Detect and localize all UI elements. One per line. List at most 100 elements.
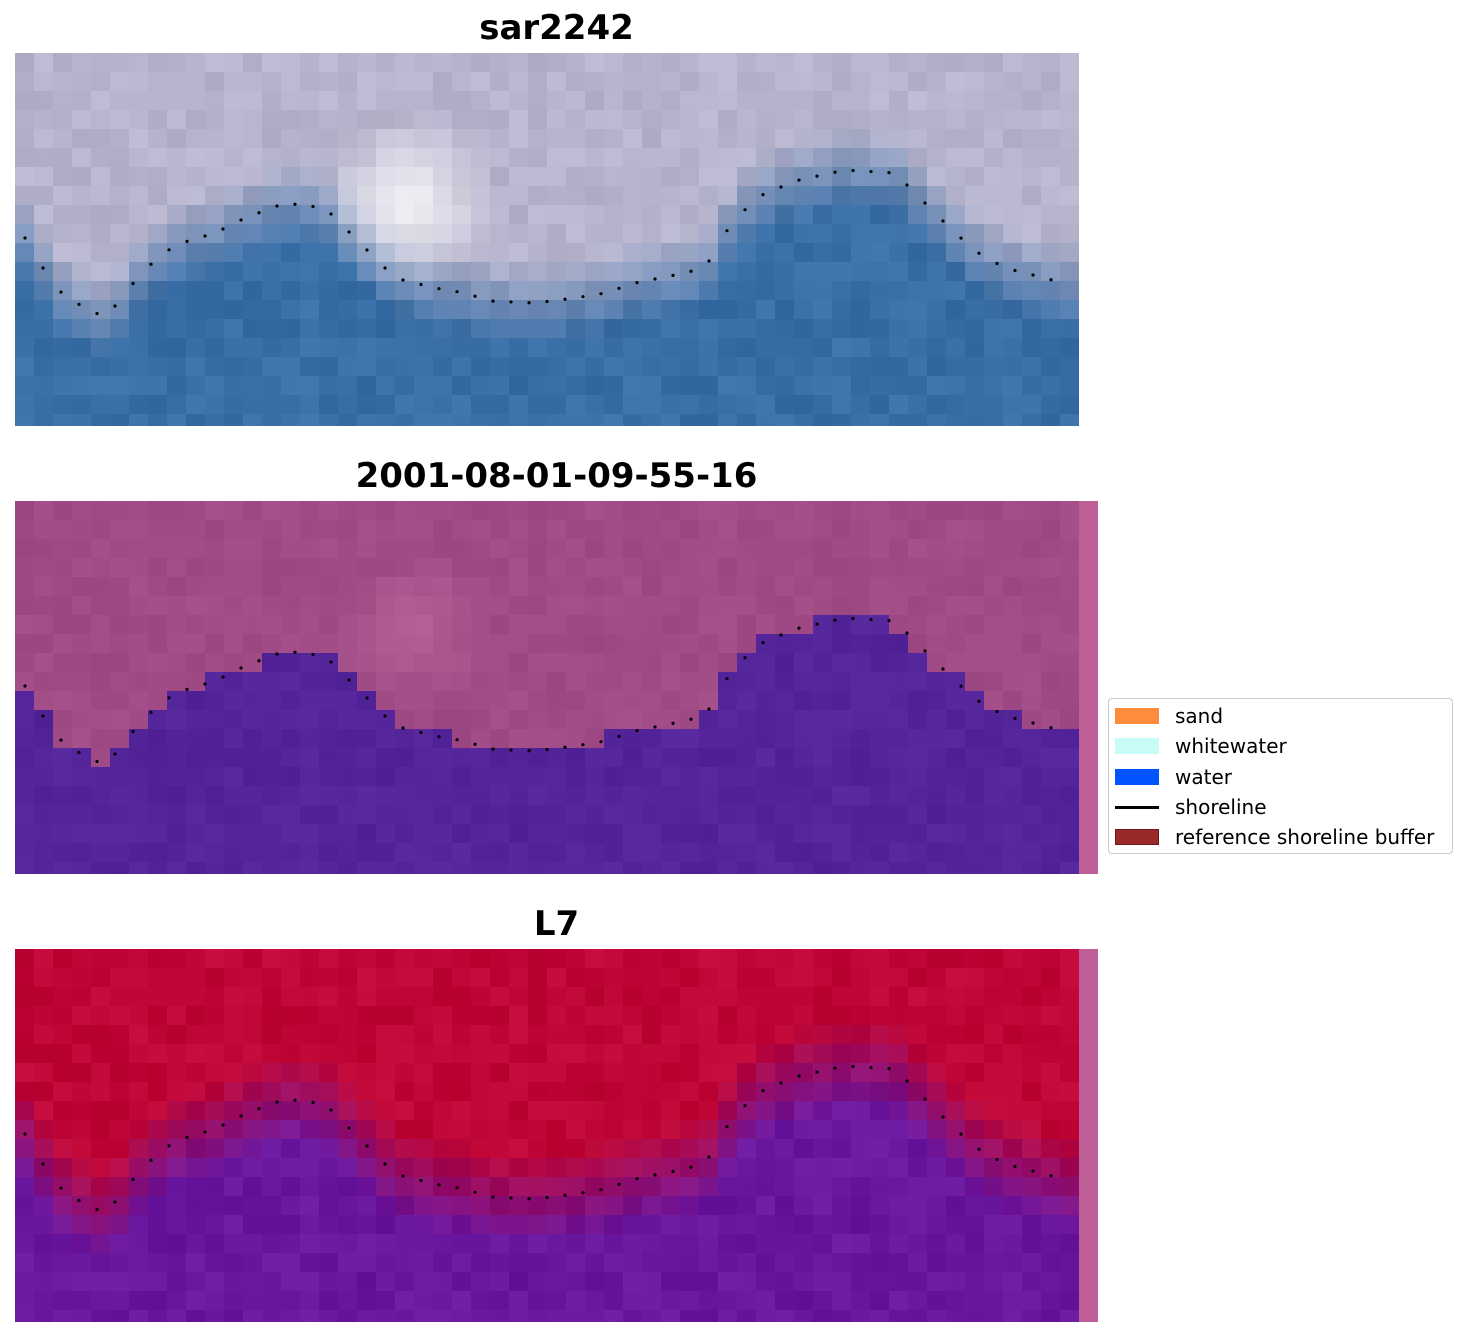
image-pixel [699,319,719,339]
image-pixel [756,1063,776,1083]
image-pixel [167,1101,187,1121]
image-pixel [756,395,776,415]
image-pixel [395,729,415,749]
image-pixel [927,653,947,673]
image-pixel [34,615,54,635]
image-pixel [186,357,206,377]
image-pixel [186,1196,206,1216]
image-pixel [832,1253,852,1273]
image-pixel [832,1063,852,1083]
image-pixel [661,1272,681,1292]
image-pixel [490,262,510,282]
image-pixel [509,338,529,358]
image-pixel [471,786,491,806]
image-pixel [129,91,149,111]
image-pixel [1003,767,1023,787]
image-pixel [205,1253,225,1273]
image-pixel [300,1120,320,1140]
shoreline-point [869,1065,873,1070]
image-pixel [984,1215,1004,1235]
image-pixel [53,843,73,863]
shoreline-point [905,183,909,187]
image-pixel [148,262,168,282]
shoreline-point [311,652,315,657]
image-pixel [984,243,1004,263]
image-pixel [965,653,985,673]
image-pixel [870,1196,890,1216]
image-pixel [794,558,814,578]
image-pixel [623,843,643,863]
image-pixel [357,395,377,415]
image-pixel [661,786,681,806]
shoreline-point [293,650,297,654]
image-pixel [357,1177,377,1197]
image-pixel [870,949,890,969]
image-pixel [547,843,567,863]
image-pixel [15,824,35,844]
image-pixel [908,634,928,654]
image-pixel [471,357,491,377]
image-pixel [509,1139,529,1159]
image-pixel [186,1291,206,1311]
image-pixel [224,224,244,244]
legend-item-whitewater: whitewater [1115,734,1287,758]
image-pixel [91,968,111,988]
image-pixel [1022,653,1042,673]
shoreline-point [851,168,855,173]
image-pixel [357,1063,377,1083]
image-pixel [357,1234,377,1254]
image-pixel [984,501,1004,521]
image-pixel [509,1082,529,1102]
image-pixel [813,319,833,339]
image-pixel [205,1158,225,1178]
image-pixel [186,72,206,92]
image-pixel [281,520,301,540]
image-pixel [984,205,1004,225]
image-pixel [129,129,149,149]
image-pixel [813,338,833,358]
image-pixel [851,596,871,616]
image-pixel [908,1272,928,1292]
image-pixel [186,1063,206,1083]
image-pixel [946,968,966,988]
image-pixel [300,949,320,969]
image-pixel [927,1158,947,1178]
image-pixel [34,262,54,282]
image-pixel [1003,205,1023,225]
shoreline-point [203,1130,207,1134]
buffer-strip-3 [1079,949,1098,1322]
image-pixel [395,91,415,111]
image-pixel [585,357,605,377]
image-pixel [1041,824,1061,844]
image-pixel [414,110,434,130]
image-pixel [680,1177,700,1197]
image-pixel [946,1234,966,1254]
shoreline-point [41,266,45,270]
image-pixel [34,319,54,339]
image-pixel [718,186,738,206]
image-pixel [72,1120,92,1140]
image-pixel [547,414,567,426]
image-pixel [224,1177,244,1197]
image-pixel [167,414,187,426]
image-pixel [1041,1101,1061,1121]
image-pixel [34,1272,54,1292]
image-pixel [623,862,643,874]
image-pixel [300,1158,320,1178]
image-pixel [642,1196,662,1216]
image-pixel [319,1006,339,1026]
image-pixel [414,691,434,711]
image-pixel [281,558,301,578]
image-pixel [281,634,301,654]
image-pixel [604,1272,624,1292]
image-pixel [680,1196,700,1216]
image-pixel [414,262,434,282]
image-pixel [870,786,890,806]
image-pixel [680,862,700,874]
image-pixel [186,1006,206,1026]
image-pixel [813,262,833,282]
image-pixel [775,414,795,426]
image-pixel [471,843,491,863]
image-pixel [699,1101,719,1121]
image-pixel [490,949,510,969]
